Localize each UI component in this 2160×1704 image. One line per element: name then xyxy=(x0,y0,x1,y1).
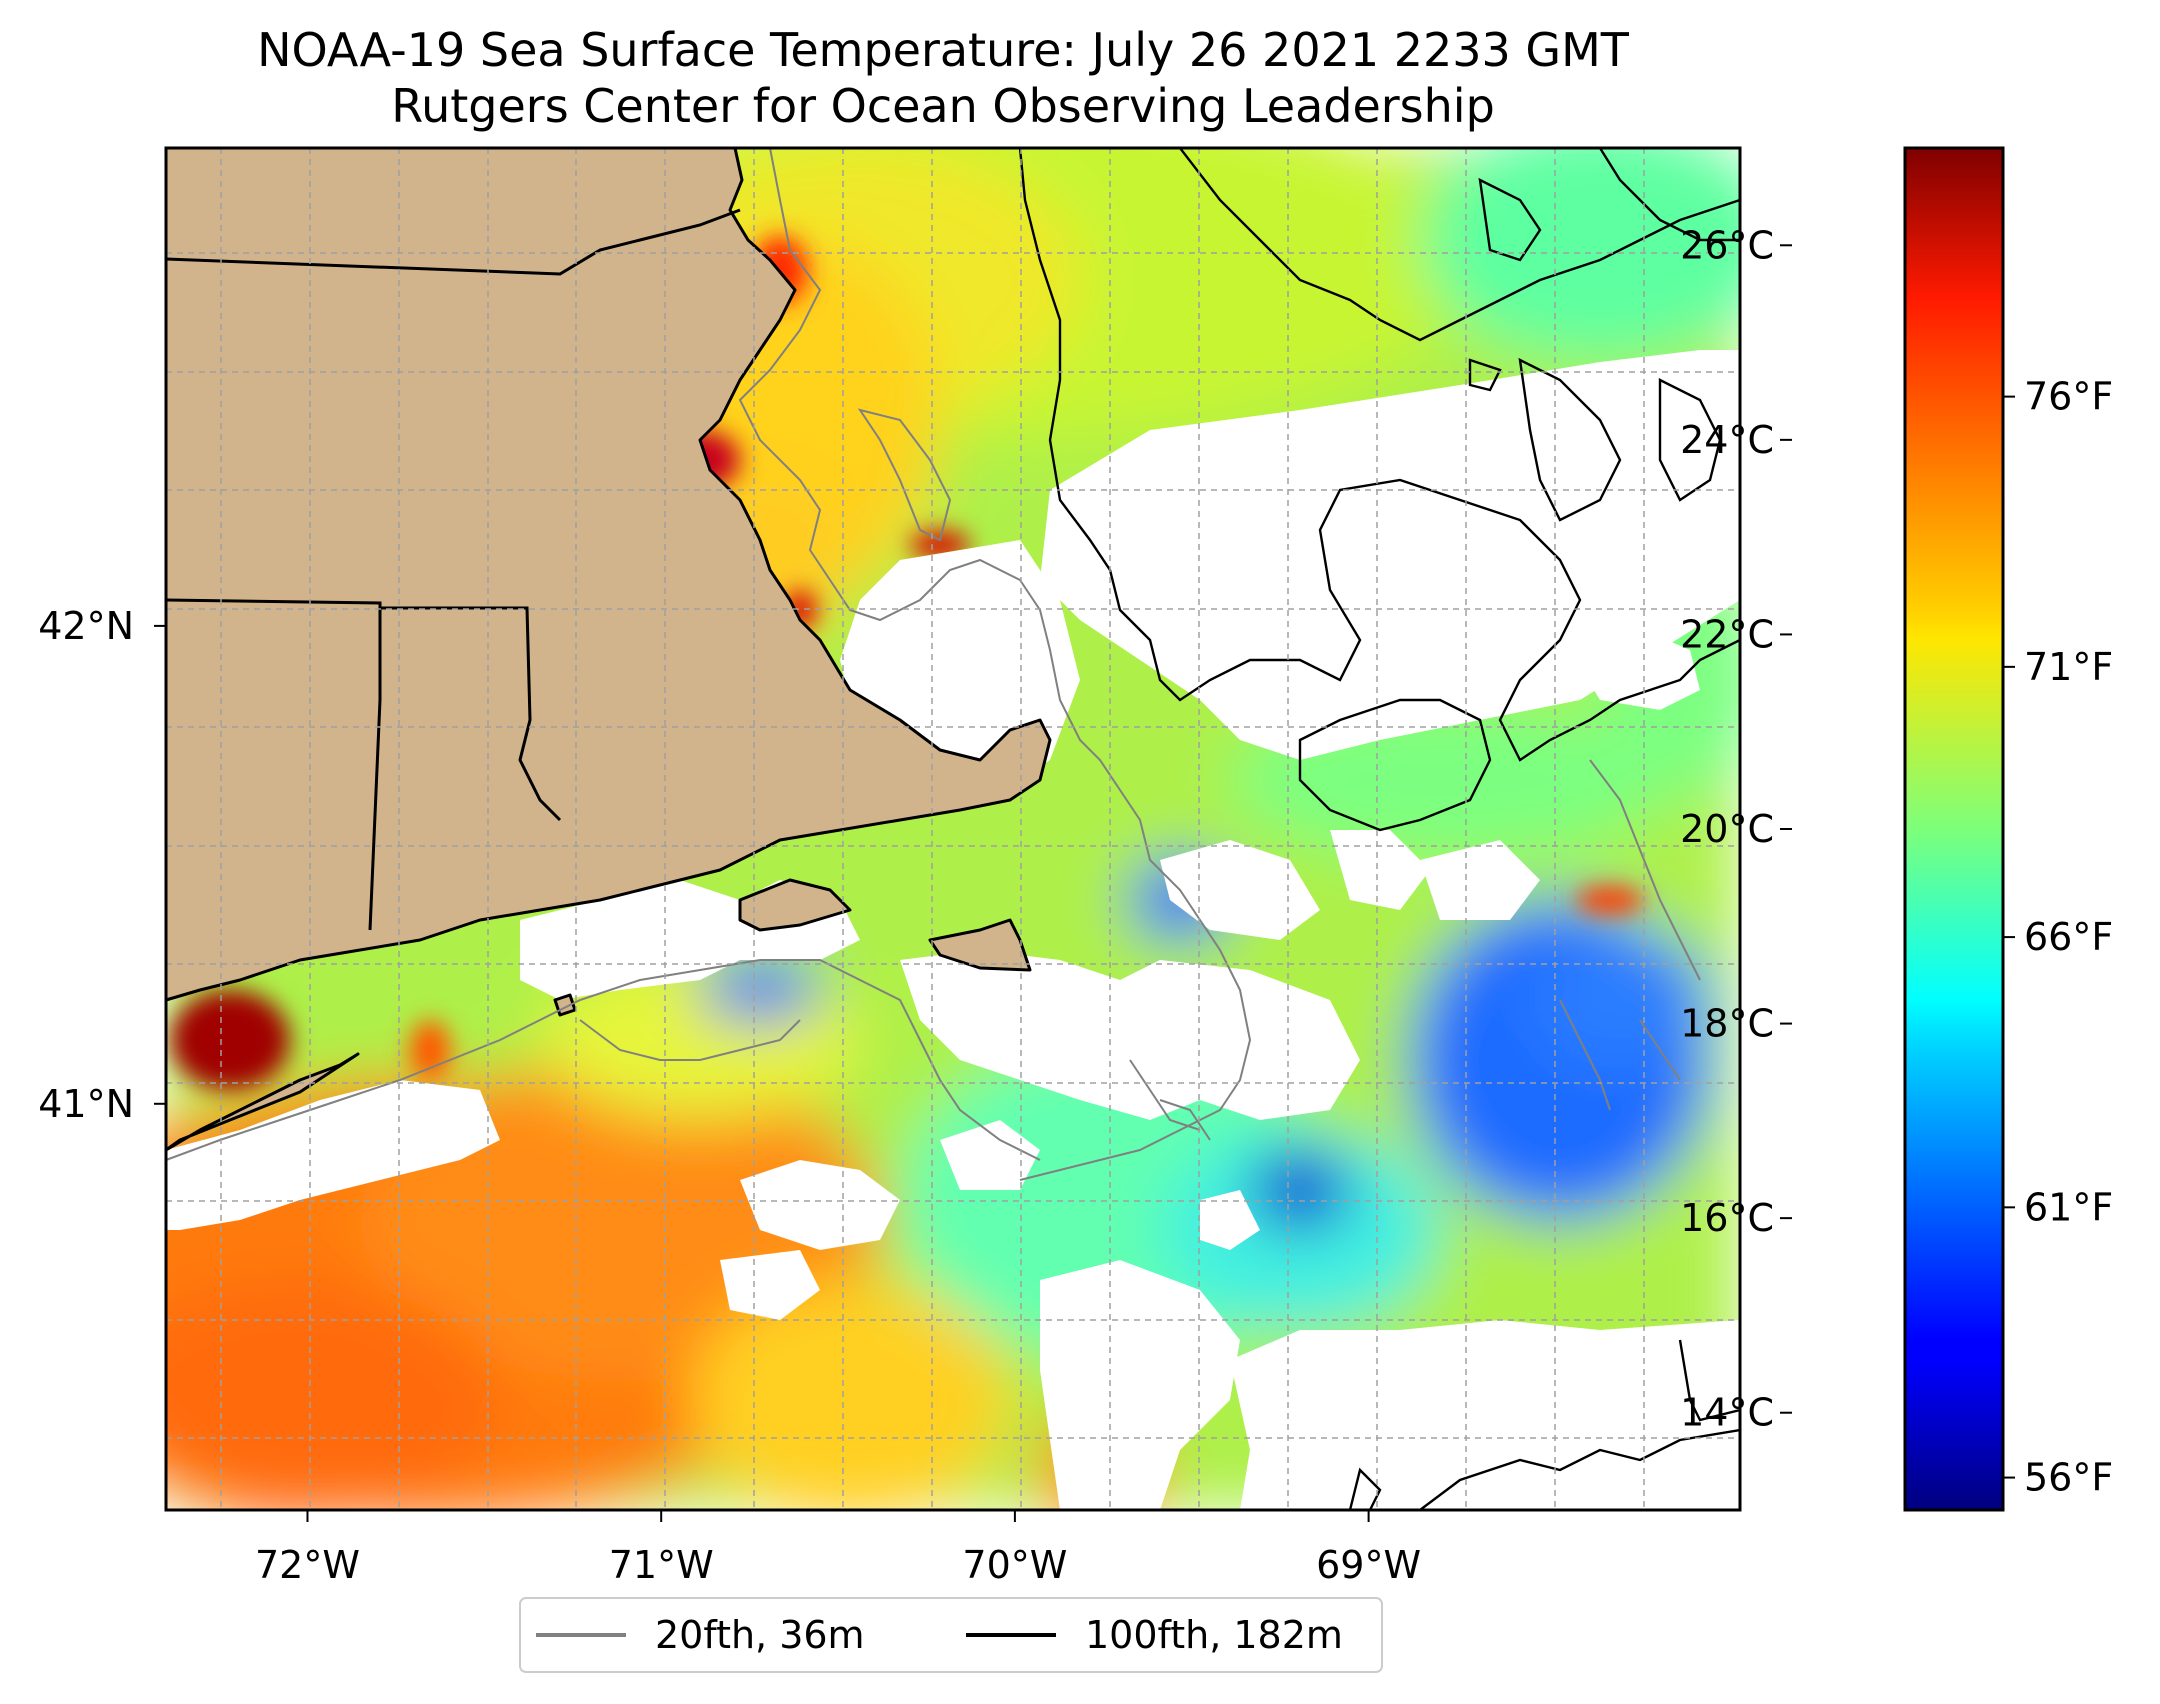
fahrenheit-tick-label: 76°F xyxy=(2024,375,2113,419)
celsius-tick-label: 26°C xyxy=(1680,223,1774,267)
colorbar-gradient xyxy=(1905,148,2003,1510)
title-line-1: NOAA-19 Sea Surface Temperature: July 26… xyxy=(257,23,1630,77)
legend-label-100fth: 100fth, 182m xyxy=(1085,1613,1343,1657)
celsius-tick-label: 16°C xyxy=(1680,1196,1774,1240)
lat-tick-label: 41°N xyxy=(38,1082,134,1126)
fahrenheit-tick-label: 71°F xyxy=(2024,645,2113,689)
lat-tick-label: 42°N xyxy=(38,604,134,648)
colorbar-frame xyxy=(1903,146,2005,1512)
fahrenheit-tick-label: 66°F xyxy=(2024,915,2113,959)
map-frame xyxy=(164,146,1742,1512)
state-borders xyxy=(166,208,741,931)
legend: 20fth, 36m 100fth, 182m xyxy=(519,1597,1383,1673)
marthas-vineyard xyxy=(738,878,852,932)
lon-tick-label: 72°W xyxy=(255,1543,360,1587)
nantucket xyxy=(928,918,1032,972)
map-panel xyxy=(166,148,1740,1510)
celsius-tick-label: 22°C xyxy=(1680,612,1774,656)
isobath-20fth xyxy=(166,148,1701,1181)
lon-tick-label: 71°W xyxy=(609,1543,714,1587)
new-england-land xyxy=(166,148,1052,1002)
celsius-tick-label: 18°C xyxy=(1680,1002,1774,1046)
fahrenheit-tick-label: 56°F xyxy=(2024,1456,2113,1500)
legend-label-20fth: 20fth, 36m xyxy=(655,1613,865,1657)
celsius-tick-label: 24°C xyxy=(1680,418,1774,462)
colorbar: 14°C 16°C 18°C 20°C 22°C 24°C 26°C 56°F 61°F 66°… xyxy=(1680,146,2113,1512)
lon-tick-label: 69°W xyxy=(1316,1543,1421,1587)
celsius-tick-label: 14°C xyxy=(1680,1391,1774,1435)
fahrenheit-tick-label: 61°F xyxy=(2024,1185,2113,1229)
colorbar-celsius-axis: 14°C 16°C 18°C 20°C 22°C 24°C 26°C xyxy=(1680,223,1792,1435)
no-data-areas xyxy=(166,350,1740,1510)
colorbar-fahrenheit-axis: 56°F 61°F 66°F 71°F 76°F xyxy=(2003,375,2113,1500)
title-line-2: Rutgers Center for Ocean Observing Leade… xyxy=(391,79,1495,133)
latitude-axis: 42°N 41°N xyxy=(38,604,166,1126)
isobath-100fth xyxy=(1018,148,1740,1510)
celsius-tick-label: 20°C xyxy=(1680,807,1774,851)
gridlines xyxy=(166,148,1740,1510)
longitude-axis: 72°W 71°W 70°W 69°W xyxy=(255,1510,1421,1587)
legend-box xyxy=(519,1597,1383,1673)
lon-tick-label: 70°W xyxy=(962,1543,1067,1587)
